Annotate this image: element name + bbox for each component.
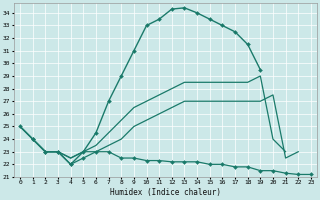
X-axis label: Humidex (Indice chaleur): Humidex (Indice chaleur): [110, 188, 221, 197]
